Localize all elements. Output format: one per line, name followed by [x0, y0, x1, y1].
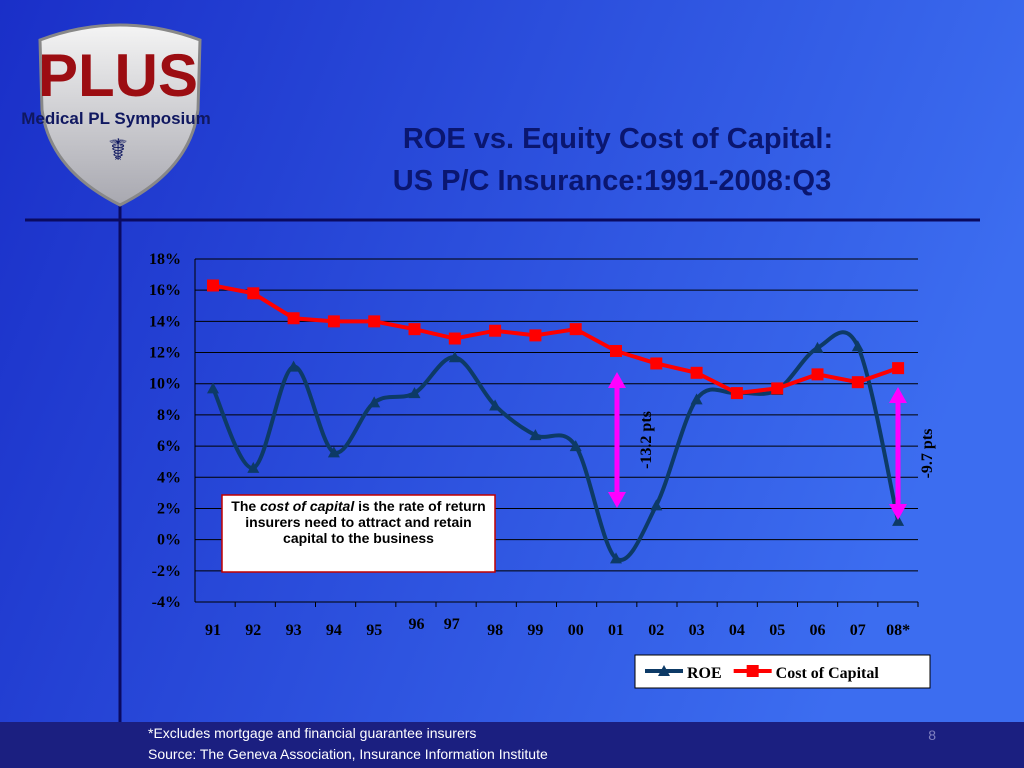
marker: [650, 357, 663, 370]
marker: [489, 399, 502, 411]
x-tick-label: 02: [648, 622, 664, 639]
marker: [658, 665, 670, 676]
marker: [368, 396, 381, 408]
y-tick-label: 18%: [149, 251, 181, 268]
marker: [771, 382, 784, 395]
logo-subtitle: Medical PL Symposium: [21, 109, 211, 128]
x-tick-label: 06: [810, 622, 826, 639]
marker: [892, 362, 905, 375]
y-tick-label: 0%: [157, 532, 181, 549]
y-tick-label: 8%: [157, 407, 181, 424]
arrow-head: [889, 387, 907, 403]
footer-band: [0, 722, 1024, 768]
x-tick-label: 96: [409, 616, 425, 633]
legend-label: ROE: [687, 665, 722, 682]
y-tick-label: 12%: [149, 345, 181, 362]
x-tick-label: 08*: [886, 622, 910, 639]
marker: [287, 360, 300, 372]
annotation: -13.2 pts: [638, 411, 655, 469]
series-line: [211, 330, 901, 562]
marker: [851, 376, 864, 389]
marker: [610, 552, 622, 564]
footnote: *Excludes mortgage and financial guarant…: [148, 725, 476, 741]
plot: -4% -2% 0% 2% 4% 6% 8% 10% 12% 14% 16% 18% 91 92 93 94 9…: [149, 251, 936, 689]
series-line: [212, 283, 899, 396]
marker: [448, 351, 461, 363]
y-tick-label: 16%: [149, 282, 181, 299]
note-emphasis: cost of capital: [260, 498, 355, 514]
note-suffix: is the rate of return insurers need to a…: [245, 498, 486, 546]
x-tick-label: 93: [286, 622, 302, 639]
marker: [207, 279, 219, 292]
marker: [892, 514, 905, 526]
logo-title: PLUS: [38, 42, 198, 109]
x-tick-label: 97: [444, 616, 460, 633]
marker: [247, 461, 260, 473]
x-tick-label: 99: [527, 622, 543, 639]
x-tick-label: 98: [487, 622, 503, 639]
arrow-head: [608, 492, 626, 508]
marker: [489, 324, 502, 337]
marker: [569, 440, 582, 452]
y-tick-label: 10%: [149, 376, 181, 393]
x-tick-label: 07: [850, 622, 866, 639]
note-text: The cost of capital is the rate of retur…: [226, 498, 491, 546]
arrow-head: [608, 372, 626, 388]
logo-icon: ☤: [108, 134, 128, 167]
marker: [408, 323, 421, 336]
marker: [408, 387, 421, 399]
y-tick-label: -4%: [152, 594, 181, 611]
arrow-head: [889, 504, 907, 520]
marker: [610, 344, 622, 357]
marker: [730, 387, 743, 400]
x-tick-label: 04: [729, 622, 745, 639]
note-box: [221, 494, 496, 573]
note-prefix: The: [231, 498, 261, 514]
marker: [746, 665, 759, 677]
marker: [247, 287, 260, 300]
marker: [690, 366, 703, 379]
marker: [690, 393, 703, 405]
chart-title: ROE vs. Equity Cost of Capital:: [403, 123, 833, 155]
y-tick-label: 4%: [157, 469, 181, 486]
y-tick-label: 2%: [157, 500, 181, 517]
marker: [811, 368, 824, 381]
x-tick-label: 92: [245, 622, 261, 639]
marker: [327, 315, 340, 328]
marker: [650, 499, 663, 511]
y-tick-label: 14%: [149, 313, 181, 330]
logo-shield: [38, 23, 202, 207]
chart-title: US P/C Insurance:1991-2008:Q3: [393, 165, 831, 197]
y-tick-label: -2%: [152, 563, 181, 580]
x-tick-label: 91: [205, 622, 221, 639]
legend-label: Cost of Capital: [776, 665, 880, 682]
marker: [529, 429, 542, 441]
x-tick-label: 00: [568, 622, 584, 639]
marker: [207, 382, 219, 394]
legend: [634, 654, 931, 689]
marker: [851, 340, 864, 352]
marker: [529, 329, 542, 342]
marker: [811, 341, 824, 353]
marker: [569, 323, 582, 336]
marker: [448, 332, 461, 345]
marker: [327, 446, 340, 458]
marker: [287, 312, 300, 325]
x-tick-label: 94: [326, 622, 342, 639]
marker: [368, 315, 381, 328]
annotation: -9.7 pts: [919, 429, 936, 479]
note: The cost of capital is the rate of retur…: [226, 498, 491, 546]
page-number: 8: [928, 727, 936, 743]
x-tick-label: 95: [366, 622, 382, 639]
y-tick-label: 6%: [157, 438, 181, 455]
x-tick-label: 03: [689, 622, 705, 639]
x-tick-label: 05: [769, 622, 785, 639]
source: Source: The Geneva Association, Insuranc…: [148, 746, 548, 762]
x-tick-label: 01: [608, 622, 624, 639]
